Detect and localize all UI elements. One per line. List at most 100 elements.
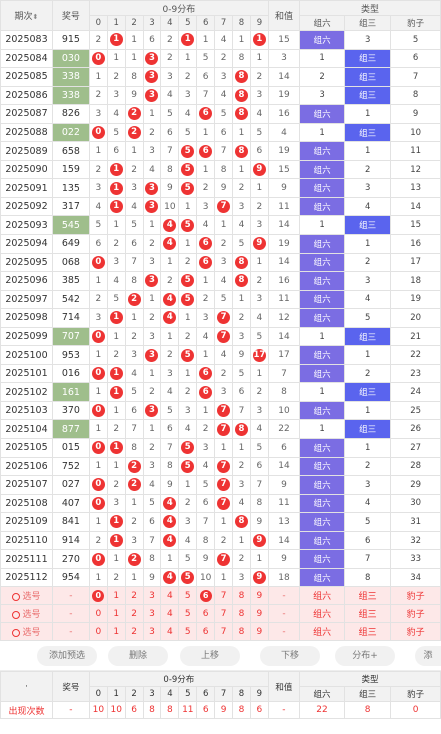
select-digit-cell[interactable]: 9 <box>249 586 269 606</box>
type-cell: 22 <box>390 345 441 365</box>
select-digit-cell[interactable]: 3 <box>142 622 162 642</box>
select-digit-cell[interactable]: 1 <box>106 622 126 642</box>
digit-cell: 2 <box>160 30 180 50</box>
digit-cell: 3 <box>178 512 198 532</box>
select-digit-cell[interactable]: 1 <box>106 586 126 606</box>
select-digit-cell[interactable]: 2 <box>124 622 144 642</box>
digit-cell: 2 <box>88 159 108 180</box>
select-digit-cell[interactable]: 3 <box>142 604 162 624</box>
select-digit-cell[interactable]: 9 <box>249 604 269 624</box>
select-type-cell[interactable]: 豹子 <box>390 622 441 642</box>
select-label-cell[interactable]: 选号 <box>0 622 53 642</box>
digit-cell: 1 <box>106 549 126 569</box>
select-digit-cell[interactable]: 5 <box>178 622 198 642</box>
more-button[interactable]: 添 <box>415 646 441 667</box>
winning-number-cell: 338 <box>51 85 90 106</box>
select-type-cell[interactable]: 组六 <box>299 622 346 642</box>
digit-cell: 6 <box>232 382 251 402</box>
digit-cell: 1 <box>249 363 269 384</box>
select-digit-cell[interactable]: 6 <box>196 604 216 624</box>
select-type-cell[interactable]: 组三 <box>344 622 392 642</box>
hit-ball: 4 <box>163 237 177 251</box>
issue-cell: 2025112 <box>0 567 53 588</box>
delete-button[interactable]: 删除 <box>108 646 168 667</box>
digit-cell: 2 <box>178 326 198 347</box>
select-digit-cell[interactable]: 7 <box>214 586 233 606</box>
distribution-plus-button[interactable]: 分布+ <box>335 646 395 667</box>
select-type-cell[interactable]: 组六 <box>299 586 346 606</box>
digit-cell: 0 <box>88 475 108 495</box>
select-digit-cell[interactable]: 3 <box>142 586 162 606</box>
number-header: 奖号 <box>51 0 90 31</box>
digit-cell: 2 <box>178 67 198 87</box>
select-digit-cell[interactable]: 7 <box>214 604 233 624</box>
digit-cell: 2 <box>124 159 144 180</box>
digit-cell: 5 <box>196 48 216 69</box>
select-digit-cell[interactable]: 1 <box>106 604 126 624</box>
select-type-cell[interactable]: 豹子 <box>390 604 441 624</box>
digit-cell: 1 <box>124 30 144 50</box>
issue-cell: 2025084 <box>0 48 53 69</box>
select-digit-cell[interactable]: 5 <box>178 586 198 606</box>
select-radio-icon[interactable] <box>12 628 21 637</box>
select-radio-icon[interactable] <box>12 610 21 619</box>
type-cell: 组三 <box>344 85 392 106</box>
select-digit-cell[interactable]: 0 <box>88 604 108 624</box>
type-cell: 组六 <box>299 252 346 273</box>
select-digit-cell[interactable]: 8 <box>232 586 251 606</box>
select-type-cell[interactable]: 组三 <box>344 604 392 624</box>
select-label: 选号 <box>22 610 41 621</box>
type-cell: 3 <box>344 271 392 291</box>
selected-digit-ball[interactable]: 6 <box>199 589 212 602</box>
select-digit-cell[interactable]: 4 <box>160 586 180 606</box>
select-digit-cell[interactable]: 2 <box>124 604 144 624</box>
digit-cell: 0 <box>88 493 108 514</box>
digit-cell: 8 <box>160 159 180 180</box>
digit-cell: 4 <box>196 326 216 347</box>
select-digit-cell[interactable]: 5 <box>178 604 198 624</box>
digit-cell: 0 <box>88 549 108 569</box>
select-type-cell[interactable]: 组三 <box>344 586 392 606</box>
hit-ball: 8 <box>234 255 248 269</box>
move-down-button[interactable]: 下移 <box>260 646 320 667</box>
select-label-cell[interactable]: 选号 <box>0 604 53 624</box>
select-digit-cell[interactable]: 4 <box>160 622 180 642</box>
hit-ball: 7 <box>217 311 231 325</box>
hit-ball: 4 <box>163 496 177 510</box>
table-row: 2025086 338 2 3 9 3 4 3 7 4 8 3 19 3 组三 8 <box>0 85 441 106</box>
select-type-cell[interactable]: 组六 <box>299 604 346 624</box>
winning-number-cell: 953 <box>51 345 90 365</box>
select-digit-cell[interactable]: 8 <box>232 622 251 642</box>
selected-digit-ball[interactable]: 0 <box>92 589 105 602</box>
select-digit-cell[interactable]: 8 <box>232 604 251 624</box>
add-preselect-button[interactable]: 添加预选 <box>37 646 97 667</box>
select-radio-icon[interactable] <box>12 592 21 601</box>
digit-cell: 10 <box>160 196 180 217</box>
select-label-cell[interactable]: 选号 <box>0 586 53 606</box>
type-cell: 2 <box>344 159 392 180</box>
digit-cell: 8 <box>232 271 251 291</box>
type-cell: 组三 <box>344 419 392 440</box>
digit-cell: 5 <box>142 493 162 514</box>
table-row: 2025098 714 3 1 1 2 4 1 3 7 2 4 12 组六 5 20 <box>0 308 441 328</box>
select-digit-cell[interactable]: 9 <box>249 622 269 642</box>
select-digit-cell[interactable]: 4 <box>160 604 180 624</box>
footer-digit-header-8: 8 <box>232 686 251 703</box>
type-cell: 24 <box>390 382 441 402</box>
digit-cell: 8 <box>214 159 233 180</box>
select-digit-cell[interactable]: 7 <box>214 622 233 642</box>
footer-digit-header-7: 7 <box>214 686 234 703</box>
select-digit-cell[interactable]: 6 <box>196 586 216 606</box>
digit-cell: 1 <box>106 196 126 217</box>
select-digit-cell[interactable]: 2 <box>124 586 144 606</box>
move-up-button[interactable]: 上移 <box>180 646 240 667</box>
type-cell: 34 <box>390 567 441 588</box>
select-type-cell[interactable]: 豹子 <box>390 586 441 606</box>
digit-cell: 8 <box>232 419 251 440</box>
digit-cell: 1 <box>88 512 108 532</box>
select-digit-cell[interactable]: 0 <box>88 586 108 606</box>
digit-cell: 1 <box>160 326 180 347</box>
select-digit-cell[interactable]: 0 <box>88 622 108 642</box>
select-digit-cell[interactable]: 6 <box>196 622 216 642</box>
issue-header[interactable]: 期次⬍ <box>0 0 53 31</box>
